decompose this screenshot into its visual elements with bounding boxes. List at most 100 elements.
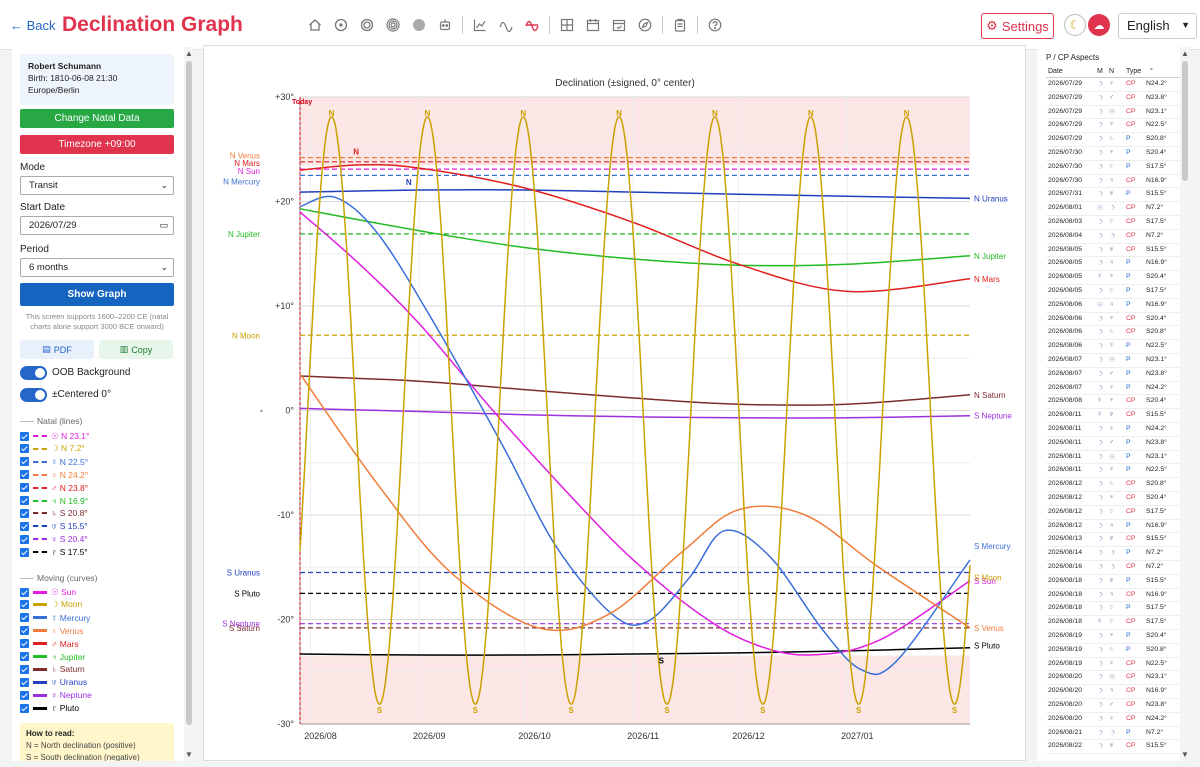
copy-button[interactable]: ▥ Copy <box>99 340 173 359</box>
moving-item[interactable]: ☉ Sun <box>20 586 76 598</box>
timezone-button[interactable]: Timezone +09:00 <box>20 135 174 154</box>
pdf-button[interactable]: ▤ PDF <box>20 340 94 359</box>
checkbox[interactable] <box>20 483 29 493</box>
back-link[interactable]: ← Back <box>10 18 56 33</box>
table-row[interactable]: 2026/08/11 ☽ ♀ P N24.2° <box>1046 423 1180 437</box>
table-row[interactable]: 2026/08/18 ☽ ♇ P S17.5° <box>1046 602 1180 617</box>
scroll-up-icon[interactable]: ▲ <box>1181 49 1189 58</box>
table-row[interactable]: 2026/08/12 ☽ ♆ CP S20.4° <box>1046 492 1180 506</box>
table-row[interactable]: 2026/08/04 ☽ ☽ CP N7.2° <box>1046 230 1180 244</box>
checkbox[interactable] <box>20 496 29 505</box>
table-row[interactable]: 2026/08/07 ☽ ♂ P N23.8° <box>1046 368 1180 382</box>
checkbox[interactable] <box>20 652 29 661</box>
table-row[interactable]: 2026/08/18 ☿ ♇ CP S17.5° <box>1046 616 1180 630</box>
table-row[interactable]: 2026/08/18 ☽ ♅ P S15.5° <box>1046 575 1180 589</box>
centered-toggle[interactable] <box>20 388 47 402</box>
table-row[interactable]: 2026/08/01 ☉ ☽ CP N7.2° <box>1046 202 1180 216</box>
table-row[interactable]: 2026/08/05 ☽ ♅ CP S15.5° <box>1046 244 1180 258</box>
table-row[interactable]: 2026/08/11 ☿ ♅ CP S15.5° <box>1046 409 1180 423</box>
calendar-icon[interactable]: ▭ <box>159 220 168 230</box>
settings-button[interactable]: ⚙ Settings <box>981 13 1054 39</box>
checkbox[interactable] <box>20 470 29 480</box>
table-row[interactable]: 2026/08/14 ☽ ☽ P N7.2° <box>1046 547 1180 561</box>
table-row[interactable]: 2026/08/05 ☽ ♃ P N16.9° <box>1046 257 1180 272</box>
table-row[interactable]: 2026/07/30 ☽ ♆ P S20.4° <box>1046 147 1180 161</box>
compass-icon[interactable] <box>636 16 654 34</box>
sidebar-scrollbar[interactable]: ▲ ▼ <box>184 47 194 761</box>
table-row[interactable]: 2026/08/12 ☽ ♇ CP S17.5° <box>1046 506 1180 520</box>
target-icon[interactable] <box>384 16 402 34</box>
sync-button[interactable]: ☁ <box>1088 14 1110 36</box>
table-row[interactable]: 2026/07/30 ☽ ♃ CP N16.9° <box>1046 175 1180 189</box>
aspects-scrollbar[interactable]: ▲ ▼ <box>1180 47 1190 761</box>
table-row[interactable]: 2026/08/19 ☽ ♄ P S20.8° <box>1046 644 1180 658</box>
table-row[interactable]: 2026/08/06 ☽ ♆ CP S20.4° <box>1046 313 1180 327</box>
table-row[interactable]: 2026/08/07 ☽ ☉ P N23.1° <box>1046 354 1180 368</box>
checkbox[interactable] <box>20 508 29 518</box>
checkbox[interactable] <box>20 444 29 454</box>
table-row[interactable]: 2026/08/06 ☉ ♃ P N16.9° <box>1046 299 1180 313</box>
scroll-down-icon[interactable]: ▼ <box>185 750 193 759</box>
scroll-thumb[interactable] <box>186 61 192 725</box>
clipboard-icon[interactable] <box>671 16 689 34</box>
table-row[interactable]: 2026/08/11 ☽ ♂ P N23.8° <box>1046 437 1180 451</box>
help-icon[interactable] <box>706 16 724 34</box>
moving-item[interactable]: ♆ Neptune <box>20 689 92 701</box>
natal-item[interactable]: ♇ S 17.5° <box>20 546 88 558</box>
checkbox[interactable] <box>20 626 29 636</box>
table-row[interactable]: 2026/08/11 ☽ ☉ P N23.1° <box>1046 451 1180 465</box>
natal-item[interactable]: ♃ N 16.9° <box>20 495 88 507</box>
natal-item[interactable]: ♂ N 23.8° <box>20 482 88 494</box>
checkbox[interactable] <box>20 587 29 597</box>
wave-icon[interactable] <box>497 16 515 34</box>
table-row[interactable]: 2026/08/13 ☽ ♅ CP S15.5° <box>1046 533 1180 548</box>
table-row[interactable]: 2026/08/22 ☽ ♅ CP S15.5° <box>1046 740 1180 755</box>
calendar-icon[interactable] <box>584 16 602 34</box>
table-row[interactable]: 2026/07/29 ☽ ☉ CP N23.1° <box>1046 106 1180 120</box>
table-row[interactable]: 2026/08/20 ☽ ♂ CP N23.8° <box>1046 699 1180 713</box>
declination-icon[interactable] <box>523 16 541 34</box>
table-row[interactable]: 2026/08/20 ☽ ☉ CP N23.1° <box>1046 671 1180 686</box>
robot-icon[interactable] <box>436 16 454 34</box>
table-row[interactable]: 2026/08/07 ☽ ♀ P N24.2° <box>1046 382 1180 396</box>
table-row[interactable]: 2026/08/05 ☽ ♇ P S17.5° <box>1046 285 1180 299</box>
natal-item[interactable]: ☽ N 7.2° <box>20 443 85 455</box>
table-row[interactable]: 2026/08/19 ☽ ♆ P S20.4° <box>1046 630 1180 644</box>
table-row[interactable]: 2026/08/11 ☽ ☿ P N22.5° <box>1046 464 1180 479</box>
table-row[interactable]: 2026/07/29 ☽ ☿ CP N22.5° <box>1046 119 1180 134</box>
table-row[interactable]: 2026/08/21 ☽ ☽ P N7.2° <box>1046 727 1180 741</box>
moving-item[interactable]: ♂ Mars <box>20 638 79 650</box>
moving-item[interactable]: ♇ Pluto <box>20 702 79 714</box>
mode-select[interactable]: Transit ⌄ <box>20 176 174 195</box>
table-row[interactable]: 2026/08/06 ☽ ☿ P N22.5° <box>1046 340 1180 354</box>
moving-item[interactable]: ♃ Jupiter <box>20 651 85 663</box>
calendar-check-icon[interactable] <box>610 16 628 34</box>
scroll-down-icon[interactable]: ▼ <box>1181 750 1189 759</box>
checkbox[interactable] <box>20 521 29 531</box>
grid-chart-icon[interactable] <box>558 16 576 34</box>
moving-item[interactable]: ☿ Mercury <box>20 612 90 624</box>
table-row[interactable]: 2026/07/29 ☽ ♄ P S20.8° <box>1046 133 1180 147</box>
checkbox[interactable] <box>20 613 29 623</box>
table-row[interactable]: 2026/08/18 ☽ ♃ CP N16.9° <box>1046 589 1180 603</box>
table-row[interactable]: 2026/08/12 ☽ ♄ CP S20.8° <box>1046 478 1180 492</box>
table-row[interactable]: 2026/08/06 ☽ ♄ CP S20.8° <box>1046 326 1180 341</box>
checkbox[interactable] <box>20 600 29 610</box>
table-row[interactable]: 2026/07/30 ☽ ♇ P S17.5° <box>1046 161 1180 175</box>
natal-item[interactable]: ☉ N 23.1° <box>20 430 89 442</box>
oob-toggle[interactable] <box>20 366 47 380</box>
double-circle-icon[interactable] <box>358 16 376 34</box>
moving-item[interactable]: ♅ Uranus <box>20 676 87 688</box>
checkbox[interactable] <box>20 703 29 713</box>
natal-item[interactable]: ♅ S 15.5° <box>20 520 88 532</box>
table-row[interactable]: 2026/08/03 ☽ ♇ CP S17.5° <box>1046 216 1180 230</box>
table-row[interactable]: 2026/08/08 ☿ ♆ CP S20.4° <box>1046 395 1180 410</box>
scroll-up-icon[interactable]: ▲ <box>185 49 193 58</box>
language-select[interactable]: English ▼ <box>1118 13 1197 39</box>
table-row[interactable]: 2026/08/19 ☽ ☿ CP N22.5° <box>1046 658 1180 672</box>
natal-item[interactable]: ♀ N 24.2° <box>20 469 88 481</box>
filled-circle-icon[interactable] <box>410 16 428 34</box>
checkbox[interactable] <box>20 534 29 544</box>
natal-item[interactable]: ♄ S 20.8° <box>20 507 88 519</box>
show-graph-button[interactable]: Show Graph <box>20 283 174 306</box>
